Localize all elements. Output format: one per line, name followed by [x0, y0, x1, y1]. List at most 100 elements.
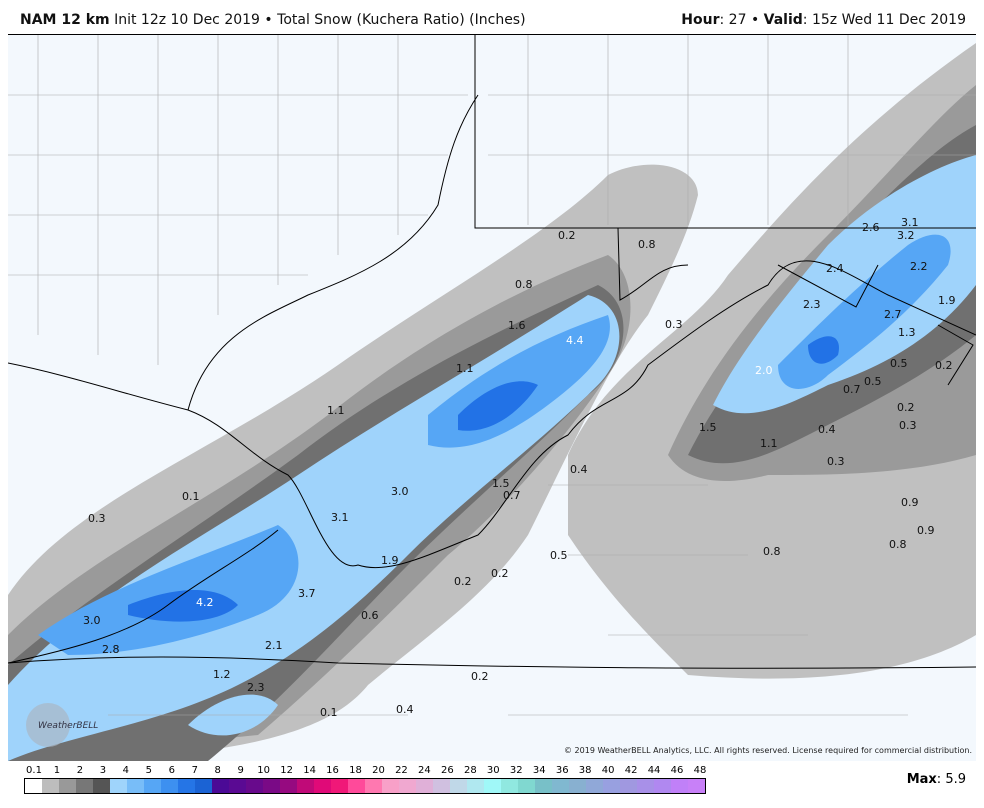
snow-amount-label: 0.5 [550, 549, 568, 562]
snow-amount-label: 0.2 [897, 401, 915, 414]
colorbar-swatch [178, 779, 195, 793]
snow-amount-label: 1.5 [492, 477, 510, 490]
snow-amount-label: 0.8 [889, 538, 907, 551]
snow-amount-label: 0.8 [763, 545, 781, 558]
snow-amount-label: 3.7 [298, 587, 316, 600]
snow-amount-label: 1.1 [327, 404, 345, 417]
max-label: Max [906, 772, 937, 787]
snow-amount-label: 0.4 [570, 463, 588, 476]
colorbar-swatch [501, 779, 518, 793]
snow-amount-label: 2.4 [826, 262, 844, 275]
colorbar-swatch [144, 779, 161, 793]
separator: • [264, 12, 273, 28]
border-line [937, 324, 974, 386]
colorbar-swatch [348, 779, 365, 793]
snow-amount-label: 0.6 [361, 609, 379, 622]
colorbar-swatch [76, 779, 93, 793]
snow-amount-label: 1.9 [938, 294, 956, 307]
model-name: NAM 12 km [20, 12, 110, 28]
snow-amount-label: 0.7 [503, 489, 521, 502]
colorbar-swatch [365, 779, 382, 793]
colorbar-swatch [467, 779, 484, 793]
snow-amount-label: 3.0 [83, 614, 101, 627]
snow-amount-label: 0.1 [182, 490, 200, 503]
snow-amount-label: 4.2 [196, 596, 214, 609]
colorbar-swatch [229, 779, 246, 793]
hour-value: 27 [728, 12, 747, 28]
init-time: Init 12z 10 Dec 2019 [114, 12, 260, 28]
snow-amount-label: 0.7 [843, 383, 861, 396]
snow-amount-label: 2.3 [247, 681, 265, 694]
colorbar-tick: 36 [555, 765, 569, 776]
snowfall-map: 0.20.80.81.64.40.31.11.10.30.1 3.01.50.70… [8, 34, 976, 761]
colorbar-tick: 22 [395, 765, 408, 776]
colorbar-swatch [433, 779, 450, 793]
colorbar-swatch [535, 779, 552, 793]
snow-amount-label: 2.1 [265, 639, 283, 652]
colorbar-tick: 48 [693, 765, 707, 776]
separator: • [750, 12, 760, 28]
colorbar-tick: 14 [303, 765, 316, 776]
product-name: Total Snow (Kuchera Ratio) (Inches) [277, 12, 526, 28]
colorbar-tick: 46 [670, 765, 684, 776]
valid-label: Valid [763, 12, 803, 28]
snow-amount-label: 4.4 [566, 334, 584, 347]
copyright-notice: © 2019 WeatherBELL Analytics, LLC. All r… [564, 746, 972, 755]
colorbar-tick: 40 [601, 765, 615, 776]
colorbar-tick: 0.1 [26, 765, 42, 776]
colorbar-swatch [654, 779, 671, 793]
colorbar-swatch [416, 779, 433, 793]
snow-contour-blue3 [38, 525, 299, 655]
border-line [8, 656, 976, 669]
snow-amount-label: 3.2 [897, 229, 915, 242]
colorbar-swatch [59, 779, 76, 793]
colorbar-tick: 24 [418, 765, 431, 776]
border-line [777, 264, 879, 308]
snow-amount-label: 0.1 [320, 706, 338, 719]
colorbar-swatch [246, 779, 263, 793]
colorbar-tick: 1 [53, 765, 61, 776]
colorbar-swatch [450, 779, 467, 793]
colorbar-swatch [297, 779, 314, 793]
colorbar-tick: 9 [237, 765, 244, 776]
colorbar-swatch [195, 779, 212, 793]
snow-amount-label: 1.3 [898, 326, 916, 339]
colorbar-tick: 28 [463, 765, 477, 776]
snow-amount-label: 3.1 [901, 216, 919, 229]
snow-amount-label: 0.4 [818, 423, 836, 436]
colorbar-swatch [637, 779, 654, 793]
snow-amount-label: 0.4 [396, 703, 414, 716]
colorbar-tick: 44 [647, 765, 661, 776]
colorbar-swatch [382, 779, 399, 793]
colorbar-tick: 34 [532, 765, 546, 776]
colorbar-swatch [603, 779, 620, 793]
border-line [8, 260, 976, 569]
colorbar-swatch [127, 779, 144, 793]
colorbar-swatch [110, 779, 127, 793]
colorbar-tick: 4 [122, 765, 130, 776]
colorbar-tick: 7 [191, 765, 198, 776]
border-line [8, 529, 279, 664]
colorbar-tick: 3 [99, 765, 107, 776]
snow-amount-label: 1.1 [760, 437, 778, 450]
colorbar-swatch [280, 779, 297, 793]
snow-amount-label: 3.1 [331, 511, 349, 524]
snow-amount-label: 2.6 [862, 221, 880, 234]
colorbar-tick: 12 [280, 765, 293, 776]
snow-amount-label: 0.3 [827, 455, 845, 468]
colorbar-swatch [484, 779, 501, 793]
colorbar-swatch [42, 779, 59, 793]
colorbar-swatch [25, 779, 42, 793]
colorbar-tick: 18 [349, 765, 362, 776]
chart-title: NAM 12 km Init 12z 10 Dec 2019 • Total S… [20, 12, 526, 28]
snow-amount-label: 0.5 [864, 375, 882, 388]
snow-amount-label: 0.3 [665, 318, 683, 331]
county-lines [8, 35, 976, 716]
colorbar-tick: 10 [257, 765, 271, 776]
snow-amount-label: 2.0 [755, 364, 773, 377]
snow-amount-label: 0.8 [638, 238, 656, 251]
snow-amount-labels: 0.20.80.81.64.40.31.11.10.30.1 3.01.50.70… [83, 216, 956, 719]
snow-amount-label: 0.9 [901, 496, 919, 509]
snow-amount-label: 0.2 [471, 670, 489, 683]
snow-amount-label: 1.6 [508, 319, 526, 332]
